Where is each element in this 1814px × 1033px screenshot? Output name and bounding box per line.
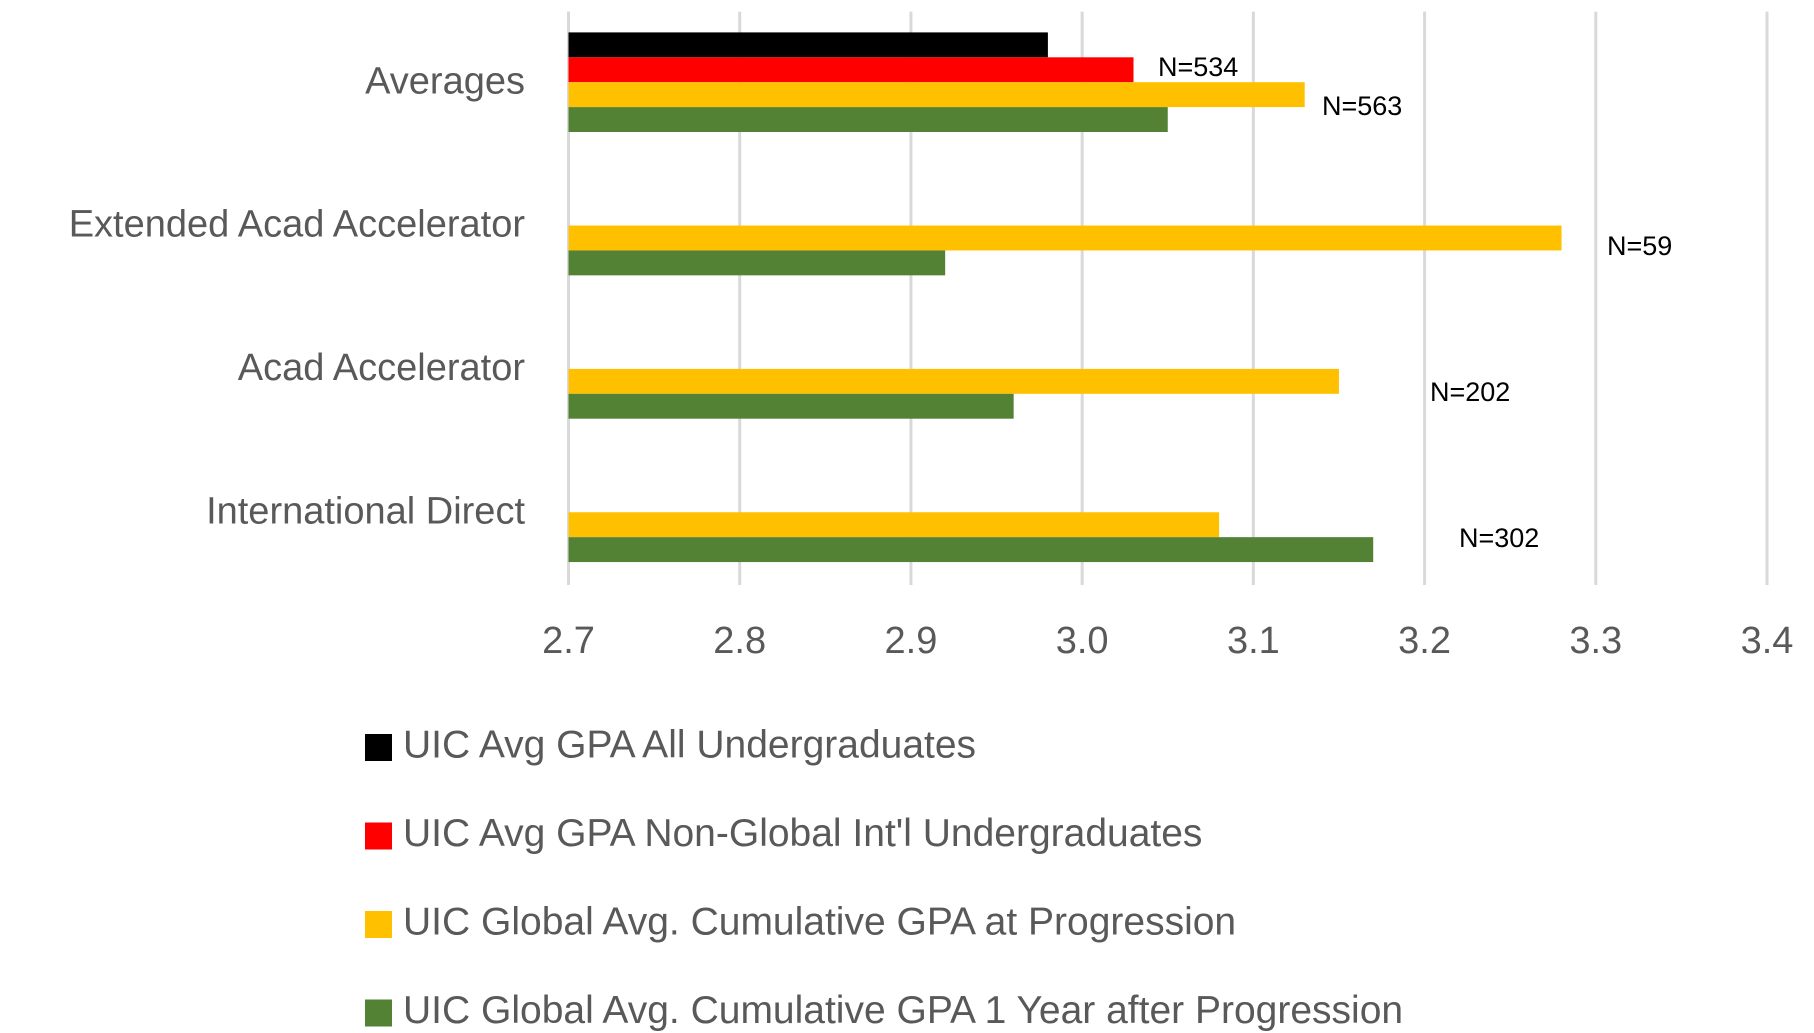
legend-swatch	[365, 911, 392, 938]
annotation: N=534	[1158, 52, 1238, 82]
bar	[568, 537, 1374, 563]
annotation: N=302	[1459, 523, 1539, 553]
legend-label: UIC Avg GPA Non-Global Int'l Undergradua…	[403, 812, 1202, 855]
legend-label: UIC Global Avg. Cumulative GPA 1 Year af…	[403, 989, 1403, 1032]
y-tick-label: International Direct	[206, 490, 525, 532]
x-tick-label: 3.2	[1398, 620, 1451, 662]
y-tick-label: Averages	[365, 60, 525, 102]
x-tick-label: 2.9	[885, 620, 938, 662]
legend-swatch	[365, 822, 392, 850]
bar	[568, 368, 1339, 394]
legend-label: UIC Global Avg. Cumulative GPA at Progre…	[403, 900, 1236, 943]
bar	[568, 32, 1048, 58]
bar	[568, 107, 1168, 132]
bar	[568, 393, 1014, 419]
x-tick-label: 2.8	[713, 620, 766, 662]
x-tick-label: 2.7	[542, 620, 595, 662]
bar	[568, 250, 946, 276]
bar	[568, 82, 1305, 108]
bar	[568, 512, 1220, 538]
x-tick-label: 3.4	[1741, 620, 1794, 662]
x-tick-label: 3.3	[1569, 620, 1622, 662]
y-tick-label: Extended Acad Accelerator	[69, 204, 526, 246]
y-tick-label: Acad Accelerator	[238, 347, 526, 389]
bar	[568, 57, 1134, 83]
annotation: N=563	[1322, 91, 1402, 121]
bar	[568, 225, 1562, 251]
x-tick-label: 3.1	[1227, 620, 1280, 662]
legend-swatch	[365, 999, 392, 1027]
legend-label: UIC Avg GPA All Undergraduates	[403, 723, 976, 766]
annotation: N=202	[1430, 377, 1510, 407]
legend-swatch	[365, 734, 392, 761]
annotation: N=59	[1607, 231, 1672, 261]
x-tick-label: 3.0	[1056, 620, 1109, 662]
